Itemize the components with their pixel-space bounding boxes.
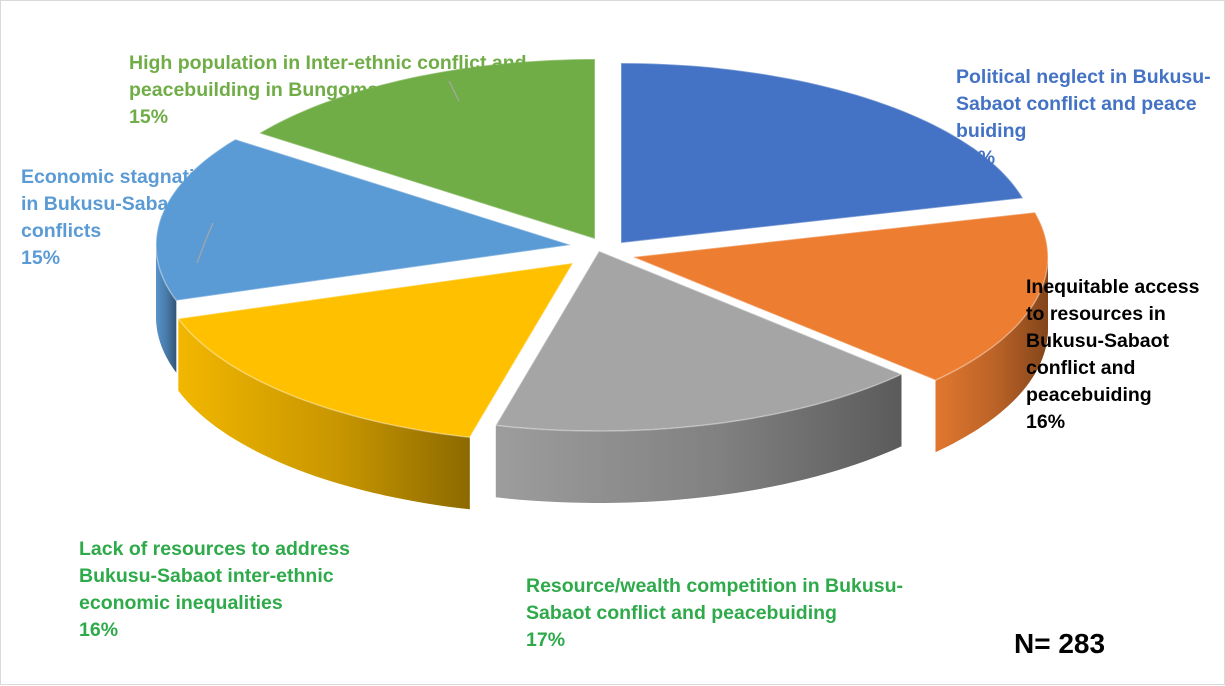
slice-label-text: Resource/wealth competition in Bukusu-Sa… — [526, 575, 904, 624]
sample-size-note: N= 283 — [1014, 628, 1106, 659]
pie-side-economic-stagnation — [156, 245, 177, 373]
slice-label-high-population: High population in Inter-ethnic conflict… — [129, 23, 649, 158]
slice-label-text: Lack of resources to address Bukusu-Saba… — [79, 538, 350, 614]
leader-line-economic-stagnation — [196, 222, 214, 264]
pie-side-inequitable-access — [935, 257, 1048, 453]
slice-label-resource-competition: Resource/wealth competition in Bukusu-Sa… — [526, 546, 926, 681]
slice-label-text: Political neglect in Bukusu-Sabaot confl… — [956, 66, 1211, 142]
slice-label-text: High population in Inter-ethnic conflict… — [129, 52, 527, 101]
leader-line-high-population — [448, 80, 460, 102]
slice-label-text: Inequitable access to resources in Bukus… — [1026, 276, 1200, 406]
slice-percent: 16% — [1026, 411, 1066, 433]
slice-label-political-neglect: Political neglect in Bukusu-Sabaot confl… — [956, 37, 1216, 199]
slice-label-text: Economic stagnation in Bukusu-Sabaot con… — [21, 166, 219, 242]
pie-side-lack-of-resources — [178, 318, 470, 510]
slice-label-economic-stagnation: Economic stagnation in Bukusu-Sabaot con… — [21, 137, 221, 299]
slice-percent: 15% — [129, 106, 169, 128]
slice-percent: 15% — [21, 247, 61, 269]
slice-percent: 16% — [79, 619, 119, 641]
pie-slice-economic-stagnation — [155, 138, 572, 302]
pie-slice-political-neglect — [620, 62, 1025, 244]
pie-side-resource-competition — [495, 374, 902, 503]
slice-percent: 17% — [526, 629, 566, 651]
pie-slice-resource-competition — [494, 250, 904, 432]
slice-label-lack-of-resources: Lack of resources to address Bukusu-Saba… — [79, 509, 399, 671]
pie-slice-inequitable-access — [632, 211, 1049, 382]
pie-slice-lack-of-resources — [176, 262, 575, 439]
slice-label-inequitable-access: Inequitable access to resources in Bukus… — [1026, 247, 1216, 463]
pie-slice-high-population — [257, 58, 596, 241]
slice-percent: 21% — [956, 147, 996, 169]
